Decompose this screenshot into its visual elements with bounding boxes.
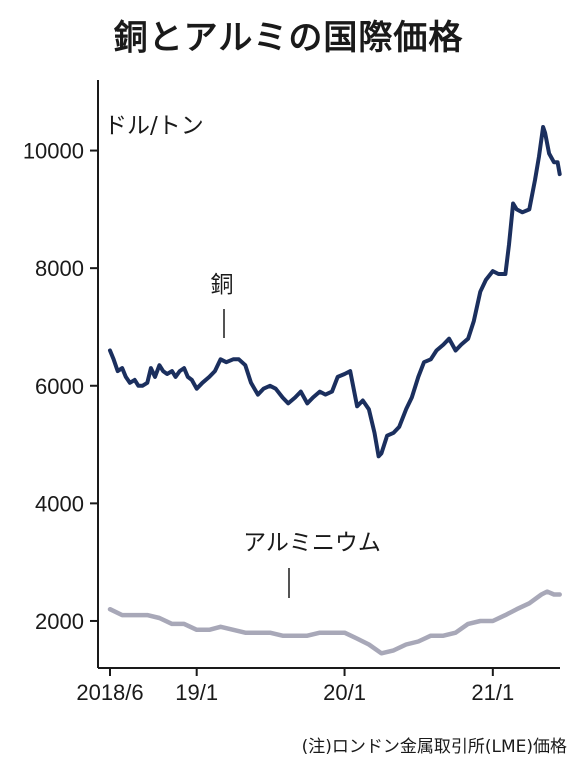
source-note: (注)ロンドン金属取引所(LME)価格	[301, 737, 567, 757]
y-tick-label: 10000	[23, 139, 84, 164]
unit-label: ドル/トン	[104, 113, 204, 139]
x-tick-label: 2018/6	[76, 680, 143, 705]
x-tick-label: 21/1	[471, 680, 514, 705]
y-tick-label: 4000	[35, 491, 84, 516]
y-tick-label: 2000	[35, 609, 84, 634]
series-line-aluminium	[107, 589, 562, 656]
x-tick-label: 19/1	[175, 680, 218, 705]
series-label-copper: 銅	[211, 272, 234, 298]
series-line-copper	[108, 125, 562, 459]
x-ticks: 2018/6 19/1 20/1 21/1	[76, 668, 514, 705]
chart-title: 銅とアルミの国際価格	[113, 18, 464, 58]
y-tick-label: 8000	[35, 256, 84, 281]
x-tick-label: 20/1	[323, 680, 366, 705]
series-group	[107, 125, 562, 656]
series-label-aluminium: アルミニウム	[243, 530, 381, 556]
y-tick-label: 6000	[35, 374, 84, 399]
y-ticks: 2000 4000 6000 8000 10000	[23, 139, 98, 634]
